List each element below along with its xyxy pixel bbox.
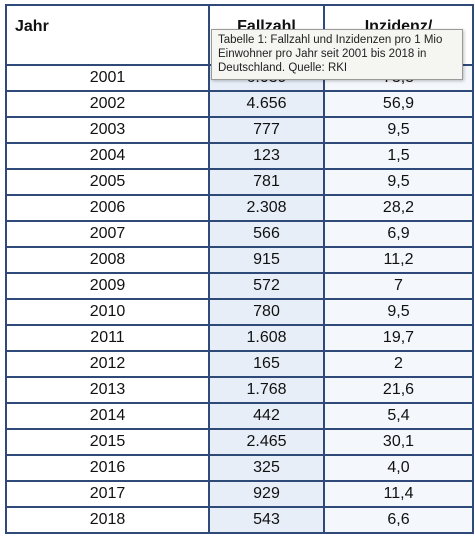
cell-fallzahl: 777 [208, 116, 325, 144]
cell-fallzahl: 781 [208, 168, 325, 196]
cell-year: 2007 [5, 220, 210, 248]
cell-fallzahl: 123 [208, 142, 325, 170]
cell-fallzahl: 165 [208, 350, 325, 378]
cell-year: 2003 [5, 116, 210, 144]
cell-inzidenz: 9,5 [323, 116, 474, 144]
table-row: 2002 4.656 56,9 [5, 90, 474, 118]
cell-year: 2011 [5, 324, 210, 352]
table-row: 2016 325 4,0 [5, 454, 474, 482]
cell-fallzahl: 325 [208, 454, 325, 482]
table-row: 2014 442 5,4 [5, 402, 474, 430]
cell-year: 2009 [5, 272, 210, 300]
table-row: 2004 123 1,5 [5, 142, 474, 170]
table-body: 20016.03973,820024.65656,920037779,52004… [5, 64, 474, 534]
cell-fallzahl: 572 [208, 272, 325, 300]
table-caption-tooltip: Tabelle 1: Fallzahl und Inzidenzen pro 1… [211, 29, 463, 80]
cell-fallzahl: 2.465 [208, 428, 325, 456]
cell-year: 2014 [5, 402, 210, 430]
table-row: 2003 777 9,5 [5, 116, 474, 144]
cell-year: 2013 [5, 376, 210, 404]
cell-year: 2015 [5, 428, 210, 456]
cell-year: 2017 [5, 480, 210, 508]
cell-fallzahl: 780 [208, 298, 325, 326]
table-row: 2015 2.465 30,1 [5, 428, 474, 456]
cell-fallzahl: 915 [208, 246, 325, 274]
table-row: 2010 780 9,5 [5, 298, 474, 326]
cell-inzidenz: 30,1 [323, 428, 474, 456]
cell-inzidenz: 5,4 [323, 402, 474, 430]
cell-year: 2002 [5, 90, 210, 118]
cell-year: 2010 [5, 298, 210, 326]
cell-inzidenz: 6,9 [323, 220, 474, 248]
cell-inzidenz: 4,0 [323, 454, 474, 482]
cell-fallzahl: 1.768 [208, 376, 325, 404]
table-row: 2005 781 9,5 [5, 168, 474, 196]
cell-inzidenz: 2 [323, 350, 474, 378]
cell-fallzahl: 929 [208, 480, 325, 508]
cell-fallzahl: 1.608 [208, 324, 325, 352]
table-row: 2006 2.308 28,2 [5, 194, 474, 222]
data-table: Jahr Fallzahl Inzidenz/ 20016.03973,8200… [5, 4, 474, 534]
cell-inzidenz: 11,2 [323, 246, 474, 274]
cell-year: 2012 [5, 350, 210, 378]
cell-fallzahl: 566 [208, 220, 325, 248]
cell-fallzahl: 442 [208, 402, 325, 430]
cell-fallzahl: 2.308 [208, 194, 325, 222]
table-row: 2007 566 6,9 [5, 220, 474, 248]
table-row: 2011 1.608 19,7 [5, 324, 474, 352]
cell-inzidenz: 28,2 [323, 194, 474, 222]
cell-inzidenz: 21,6 [323, 376, 474, 404]
cell-year: 2005 [5, 168, 210, 196]
cell-year: 2006 [5, 194, 210, 222]
cell-year: 2016 [5, 454, 210, 482]
cell-year: 2004 [5, 142, 210, 170]
cell-year: 2001 [5, 64, 210, 92]
cell-year: 2018 [5, 506, 210, 534]
table-row: 2012 165 2 [5, 350, 474, 378]
table-row: 2013 1.768 21,6 [5, 376, 474, 404]
cell-inzidenz: 9,5 [323, 298, 474, 326]
table-row: 2008 915 11,2 [5, 246, 474, 274]
table-row: 2009 572 7 [5, 272, 474, 300]
table-row: 2017 929 11,4 [5, 480, 474, 508]
cell-inzidenz: 9,5 [323, 168, 474, 196]
cell-inzidenz: 7 [323, 272, 474, 300]
cell-inzidenz: 6,6 [323, 506, 474, 534]
cell-inzidenz: 56,9 [323, 90, 474, 118]
cell-inzidenz: 19,7 [323, 324, 474, 352]
table-row: 2018 543 6,6 [5, 506, 474, 534]
cell-inzidenz: 1,5 [323, 142, 474, 170]
header-year: Jahr [5, 4, 210, 66]
cell-year: 2008 [5, 246, 210, 274]
cell-inzidenz: 11,4 [323, 480, 474, 508]
cell-fallzahl: 543 [208, 506, 325, 534]
data-table-container: Jahr Fallzahl Inzidenz/ 20016.03973,8200… [5, 4, 474, 545]
cell-fallzahl: 4.656 [208, 90, 325, 118]
